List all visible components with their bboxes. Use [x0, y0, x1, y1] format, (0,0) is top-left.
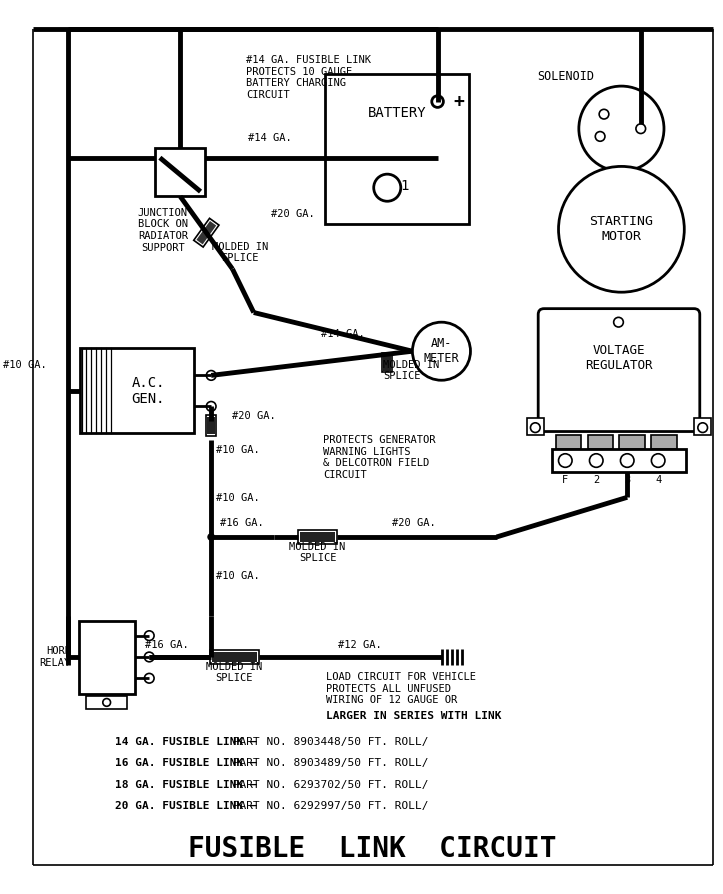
Bar — [383, 355, 391, 371]
Text: PART NO. 6292997/50 FT. ROLL/: PART NO. 6292997/50 FT. ROLL/ — [226, 801, 429, 811]
Bar — [325, 74, 469, 224]
Text: 2: 2 — [593, 475, 599, 485]
Circle shape — [636, 124, 646, 133]
Circle shape — [558, 166, 684, 292]
Bar — [86, 696, 127, 709]
Text: #16 GA.: #16 GA. — [221, 519, 264, 528]
Text: #20 GA.: #20 GA. — [393, 519, 436, 528]
Text: #12 GA.: #12 GA. — [338, 640, 382, 650]
Bar — [299, 530, 337, 544]
Text: +: + — [453, 93, 464, 111]
Circle shape — [651, 454, 665, 468]
Text: FUSIBLE  LINK  CIRCUIT: FUSIBLE LINK CIRCUIT — [189, 834, 557, 863]
Circle shape — [614, 317, 623, 327]
Bar — [80, 349, 194, 434]
Circle shape — [103, 698, 111, 706]
Text: #10 GA.: #10 GA. — [216, 445, 260, 455]
Bar — [526, 418, 544, 435]
Circle shape — [208, 533, 215, 541]
Bar — [651, 435, 677, 449]
Text: LARGER IN SERIES WITH LINK: LARGER IN SERIES WITH LINK — [326, 711, 502, 721]
Bar — [555, 435, 581, 449]
Circle shape — [206, 371, 216, 380]
Text: MOLDED IN
SPLICE: MOLDED IN SPLICE — [206, 662, 262, 683]
Text: PART NO. 8903448/50 FT. ROLL/: PART NO. 8903448/50 FT. ROLL/ — [226, 737, 429, 747]
Text: JUNCTION
BLOCK ON
RADIATOR
SUPPORT: JUNCTION BLOCK ON RADIATOR SUPPORT — [138, 208, 188, 253]
Text: PROTECTS GENERATOR
WARNING LIGHTS
& DELCOTRON FIELD
CIRCUIT: PROTECTS GENERATOR WARNING LIGHTS & DELC… — [323, 435, 436, 480]
Bar — [194, 218, 219, 247]
Text: 20 GA. FUSIBLE LINK –: 20 GA. FUSIBLE LINK – — [116, 801, 257, 811]
Text: 3: 3 — [624, 475, 630, 485]
Circle shape — [145, 631, 154, 640]
Text: 14 GA. FUSIBLE LINK –: 14 GA. FUSIBLE LINK – — [116, 737, 257, 747]
Text: PART NO. 8903489/50 FT. ROLL/: PART NO. 8903489/50 FT. ROLL/ — [226, 758, 429, 768]
Text: VOLTAGE
REGULATOR: VOLTAGE REGULATOR — [585, 344, 652, 372]
Text: PART NO. 6293702/50 FT. ROLL/: PART NO. 6293702/50 FT. ROLL/ — [226, 780, 429, 789]
Text: 4: 4 — [655, 475, 662, 485]
Circle shape — [558, 454, 572, 468]
Circle shape — [374, 174, 401, 201]
Text: MOLDED IN
SPLICE: MOLDED IN SPLICE — [289, 542, 346, 563]
Text: #10 GA.: #10 GA. — [216, 493, 260, 503]
Circle shape — [206, 401, 216, 411]
Circle shape — [145, 652, 154, 662]
Bar — [694, 418, 711, 435]
Text: #14 GA.: #14 GA. — [321, 329, 364, 339]
Text: A.C.
GEN.: A.C. GEN. — [132, 375, 165, 406]
Bar — [552, 449, 686, 472]
Bar — [208, 417, 215, 434]
Bar — [620, 435, 645, 449]
Text: AM-
METER: AM- METER — [424, 337, 459, 366]
Text: #20 GA.: #20 GA. — [271, 209, 315, 219]
Text: #10 GA.: #10 GA. — [216, 570, 260, 581]
Text: 16 GA. FUSIBLE LINK –: 16 GA. FUSIBLE LINK – — [116, 758, 257, 768]
Bar — [382, 353, 392, 373]
Bar — [155, 148, 205, 197]
Bar — [79, 621, 134, 694]
FancyBboxPatch shape — [538, 308, 700, 432]
Text: 18 GA. FUSIBLE LINK –: 18 GA. FUSIBLE LINK – — [116, 780, 257, 789]
Text: #14 GA. FUSIBLE LINK
PROTECTS 10 GAUGE
BATTERY CHARGING
CIRCUIT: #14 GA. FUSIBLE LINK PROTECTS 10 GAUGE B… — [246, 55, 371, 100]
Bar — [206, 415, 216, 436]
Text: 1: 1 — [401, 179, 409, 193]
Text: MOLDED IN
SPLICE: MOLDED IN SPLICE — [383, 359, 440, 382]
Text: #20 GA.: #20 GA. — [233, 411, 276, 421]
Text: #10 GA.: #10 GA. — [3, 359, 47, 370]
Circle shape — [620, 454, 634, 468]
Bar — [588, 435, 612, 449]
Text: LOAD CIRCUIT FOR VEHICLE
PROTECTS ALL UNFUSED
WIRING OF 12 GAUGE OR: LOAD CIRCUIT FOR VEHICLE PROTECTS ALL UN… — [326, 672, 476, 705]
Circle shape — [595, 131, 605, 141]
Circle shape — [531, 423, 540, 433]
Circle shape — [579, 86, 664, 172]
Text: #16 GA.: #16 GA. — [145, 640, 189, 650]
Text: HORN
RELAY: HORN RELAY — [40, 646, 71, 668]
Text: #14 GA.: #14 GA. — [248, 133, 292, 143]
Text: BATTERY: BATTERY — [367, 106, 427, 120]
Bar — [197, 221, 216, 244]
Text: F: F — [562, 475, 568, 485]
Circle shape — [698, 423, 708, 433]
Bar — [300, 532, 335, 542]
Circle shape — [432, 96, 443, 107]
Circle shape — [145, 673, 154, 683]
Text: STARTING
MOTOR: STARTING MOTOR — [589, 215, 654, 243]
Circle shape — [412, 322, 471, 380]
Text: SOLENOID: SOLENOID — [536, 70, 594, 83]
Text: MOLDED IN
SPLICE: MOLDED IN SPLICE — [212, 241, 268, 264]
Bar — [210, 650, 259, 663]
Circle shape — [599, 109, 609, 119]
Circle shape — [589, 454, 603, 468]
Bar — [212, 652, 257, 662]
